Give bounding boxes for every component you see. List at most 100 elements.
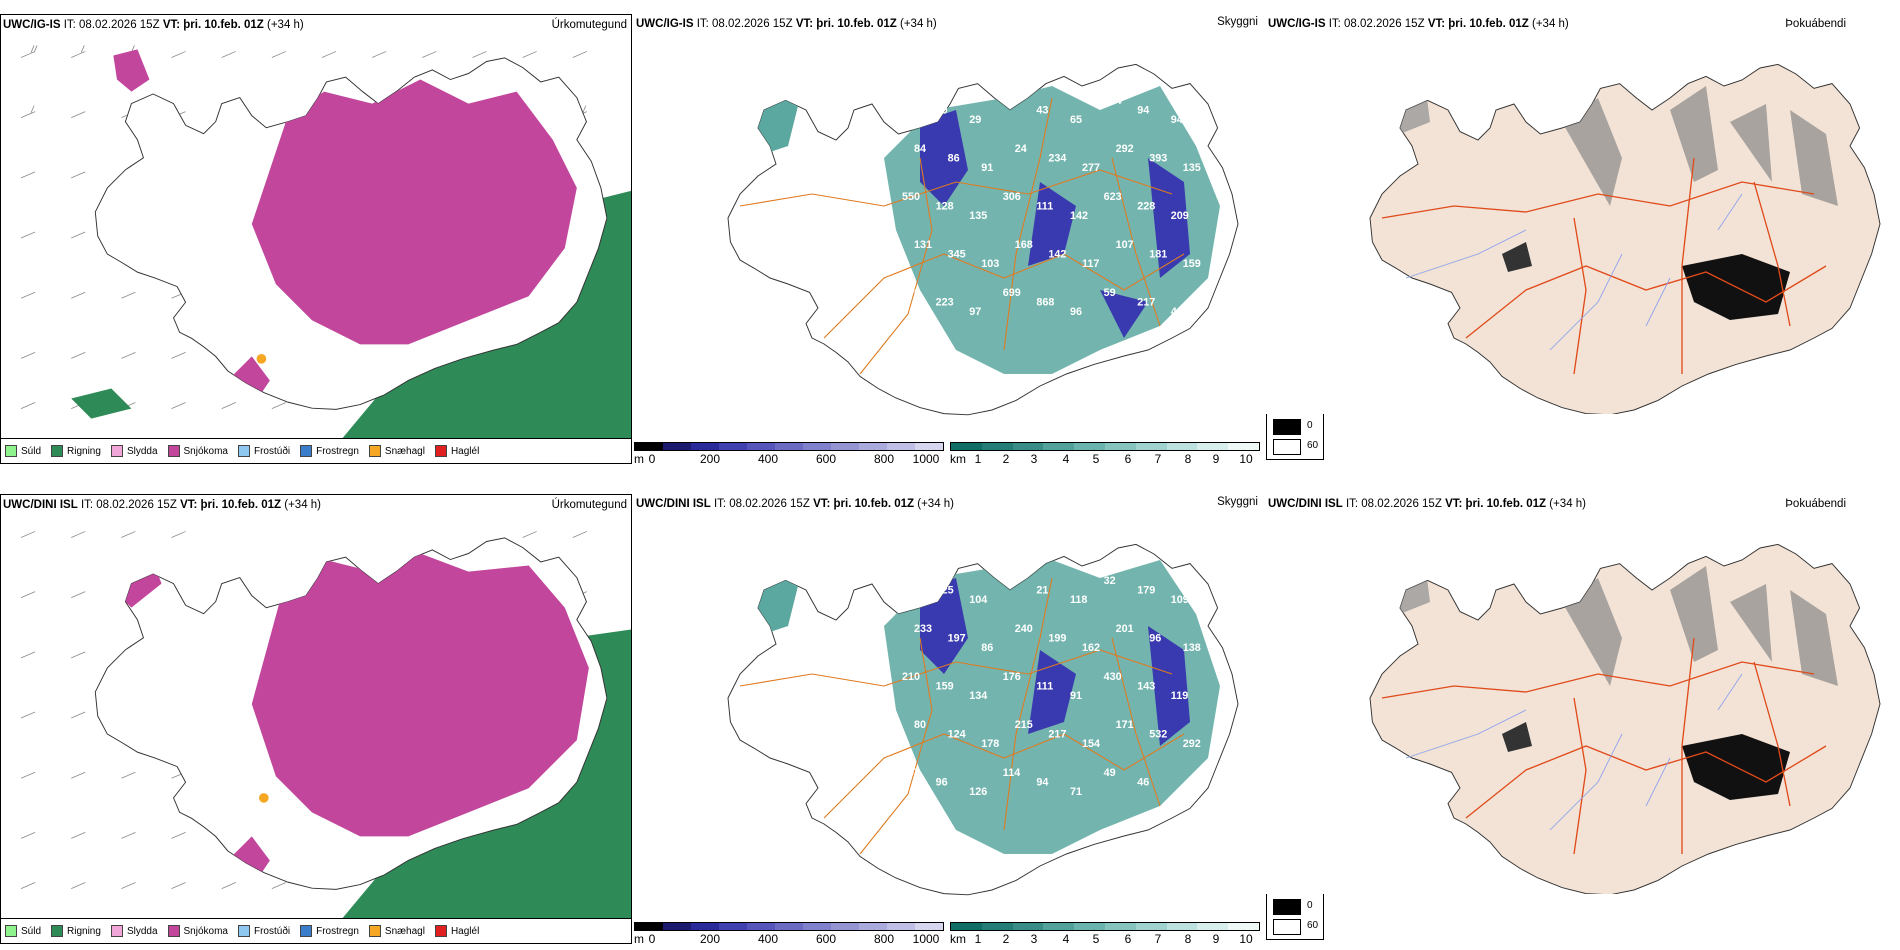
colorbar-segment	[1135, 443, 1167, 450]
colorbar-segment	[1012, 443, 1044, 450]
ceiling-value-label: 107	[902, 767, 920, 779]
fog-panel-row1: UWC/IG-IS IT: 08.02.2026 15Z VT: þri. 10…	[1266, 14, 1900, 414]
ceiling-value-label: 159	[1183, 258, 1201, 270]
ceiling-value-label: 199	[1048, 633, 1066, 645]
colorbar-segment	[1012, 923, 1044, 930]
colorbar-segment	[719, 923, 747, 930]
ceiling-value-label: 201	[1116, 623, 1134, 635]
ceiling-value-label: 126	[969, 786, 987, 798]
ceiling-value-label: 44	[1171, 306, 1183, 318]
ceiling-value-label: 62	[914, 335, 926, 347]
legend-item: Frostregn	[300, 925, 359, 937]
ceiling-value-label: 84	[914, 143, 926, 155]
colorbar-segment	[1228, 443, 1259, 450]
ceiling-value-label: 215	[1015, 719, 1033, 731]
ceiling-value-label: 212	[902, 575, 920, 587]
colorbar-segment	[951, 443, 982, 450]
ceiling-value-label: 37	[1003, 575, 1015, 587]
ceiling-value-label: 118	[1070, 594, 1087, 606]
colorbar-segment	[915, 443, 943, 450]
ceiling-value-label: 29	[969, 114, 981, 126]
colorbar-segment	[747, 923, 775, 930]
ceiling-value-label: 71	[1070, 786, 1082, 798]
ceiling-value-label: 65	[1070, 114, 1082, 126]
precip-type-panel-row1: UWC/IG-IS IT: 08.02.2026 15Z VT: þri. 10…	[0, 14, 632, 464]
legend-item: Frostregn	[300, 445, 359, 457]
ceiling-value-label: 623	[1104, 191, 1122, 203]
colorbar-segment	[1104, 443, 1136, 450]
cloud-ceiling-labels: 152 10 29 73 43 65 104 94 94 84 86 91 24 234 277 292 393…	[902, 95, 1201, 347]
ceiling-colorbar: m 0 200 400 600 800 1000	[634, 442, 944, 464]
colorbar-segment	[803, 443, 831, 450]
ceiling-value-label: 10	[936, 105, 948, 117]
cloud-map: 152 10 29 73 43 65 104 94 94 84 86 91 24 234 277 292 393…	[727, 63, 1239, 416]
ceiling-value-label: 91	[981, 162, 993, 174]
ceiling-value-label: 292	[1116, 143, 1134, 155]
panel-header: UWC/DINI ISL IT: 08.02.2026 15Z VT: þri.…	[3, 499, 322, 511]
ceiling-value-label: 24	[1015, 143, 1027, 155]
ceiling-value-label: 240	[1015, 623, 1033, 635]
legend-item: Haglél	[434, 925, 479, 937]
precip-type-panel-row2: UWC/DINI ISL IT: 08.02.2026 15Z VT: þri.…	[0, 494, 632, 944]
colorbar-segment	[859, 443, 887, 450]
colorbar-segment	[981, 443, 1013, 450]
ceiling-value-label: 111	[1036, 681, 1053, 693]
colorbar-segment	[951, 923, 982, 930]
ceiling-value-label: 159	[936, 681, 954, 693]
colorbar-segment	[775, 923, 803, 930]
precip-legend: Súld Rigning Slydda Snjókoma Frostúði Fr…	[1, 438, 631, 463]
ceiling-value-label: 135	[969, 210, 987, 222]
colorbar-segment	[1135, 923, 1167, 930]
ceiling-value-label: 142	[1070, 210, 1088, 222]
ceiling-value-label: 59	[1104, 287, 1116, 299]
colorbar-segment	[1166, 443, 1198, 450]
ceiling-value-label: 306	[1003, 191, 1021, 203]
ceiling-value-label: 86	[981, 642, 993, 654]
colorbar-segment	[635, 923, 663, 930]
ceiling-value-label: 154	[1082, 738, 1100, 750]
ceiling-value-label: 868	[1036, 297, 1054, 309]
panel-header: UWC/DINI ISL IT: 08.02.2026 15Z VT: þri.…	[1268, 498, 1587, 510]
ceiling-value-label: 176	[1003, 671, 1021, 683]
legend-item: Frostúði	[237, 445, 290, 457]
ceiling-value-label: 393	[1149, 153, 1167, 165]
ceiling-value-label: 143	[1137, 681, 1155, 693]
ceiling-value-label: 94	[1137, 105, 1149, 117]
colorbar-segment	[1197, 443, 1229, 450]
ceiling-value-label: 233	[914, 623, 932, 635]
legend-item: Súld	[5, 925, 41, 937]
ceiling-value-label: 197	[948, 633, 966, 645]
panel-header: UWC/IG-IS IT: 08.02.2026 15Z VT: þri. 10…	[636, 18, 937, 30]
cloud-visibility-panel-row2: UWC/DINI ISL IT: 08.02.2026 15Z VT: þri.…	[634, 494, 1264, 944]
visibility-colorbar: km 1 2 3 4 5 6 7 8 9 10	[950, 922, 1260, 944]
panel-title: Þokuábendi	[1785, 18, 1846, 30]
ceiling-value-label: 168	[1015, 239, 1033, 251]
ceiling-value-label: 46	[1137, 777, 1149, 789]
colorbar-segment	[691, 443, 719, 450]
colorbar-segment	[831, 923, 859, 930]
ceiling-value-label: 134	[969, 690, 987, 702]
ceiling-value-label: 86	[948, 153, 960, 165]
ceiling-value-label: 125	[936, 585, 954, 597]
colorbar-segment	[1043, 923, 1075, 930]
ceiling-value-label: 128	[936, 201, 954, 213]
ceiling-value-label: 43	[1036, 105, 1048, 117]
ceiling-value-label: 178	[981, 738, 999, 750]
fog-legend-row1: 0 60	[1266, 412, 1324, 460]
ceiling-value-label: 430	[1104, 671, 1122, 683]
ceiling-value-label: 96	[1149, 633, 1161, 645]
legend-item: Rigning	[51, 445, 101, 457]
legend-item: Haglél	[434, 445, 479, 457]
ceiling-value-label: 96	[936, 777, 948, 789]
legend-item: Snjókoma	[167, 445, 228, 457]
fog-map	[1369, 63, 1881, 414]
ceiling-value-label: 96	[1070, 306, 1082, 318]
legend-item: Rigning	[51, 925, 101, 937]
fog-panel-row2: UWC/DINI ISL IT: 08.02.2026 15Z VT: þri.…	[1266, 494, 1900, 894]
legend-item: Súld	[5, 445, 41, 457]
ceiling-value-label: 91	[1070, 690, 1082, 702]
ceiling-value-label: 217	[1048, 729, 1066, 741]
ceiling-value-label: 117	[1082, 258, 1099, 270]
ceiling-value-label: 532	[1149, 729, 1167, 741]
ceiling-value-label: 104	[1104, 95, 1122, 107]
